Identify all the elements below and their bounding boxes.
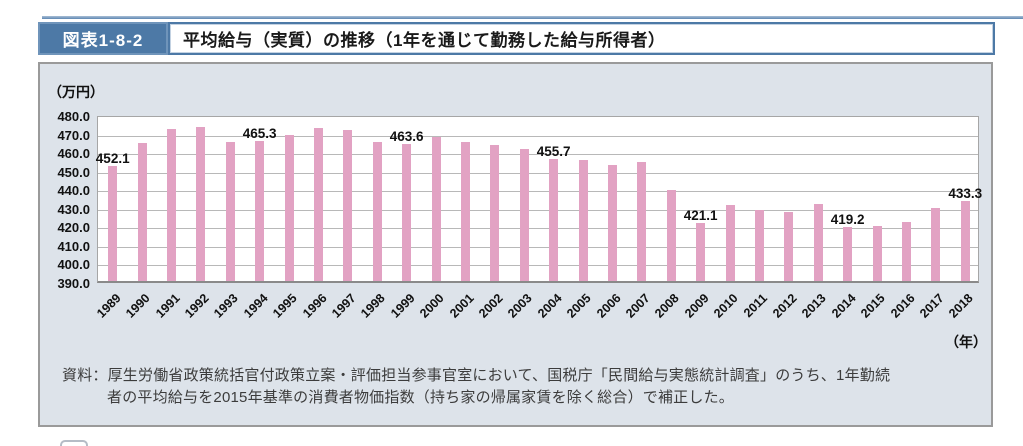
bar-2007 <box>637 162 647 281</box>
gridline <box>98 191 978 193</box>
gridline <box>98 135 978 137</box>
source-note-line-1: 資料：厚生労働省政策統括官付政策立案・評価担当参事官室において、国税庁「民間給与… <box>62 367 891 384</box>
y-axis-unit-label: （万円） <box>48 84 104 100</box>
y-tick-label: 470.0 <box>57 127 90 143</box>
bar-2015 <box>872 225 882 281</box>
bar-1994 <box>255 141 265 281</box>
x-axis-unit-label: （年） <box>945 334 987 350</box>
bar-1992 <box>196 127 206 281</box>
y-tick-label: 460.0 <box>57 146 90 162</box>
bar-2016 <box>902 221 911 281</box>
chart-container: （万円） 452.1 465.3 463.6 455.7 421.1 419.2 433.3… <box>38 62 993 427</box>
gridline <box>98 246 978 248</box>
y-tick-label: 410.0 <box>57 238 90 254</box>
data-label-1999: 463.6 <box>389 129 424 145</box>
x-tick-label-text: 2018 <box>946 291 977 321</box>
figure-number-badge: 図表1-8-2 <box>38 22 168 55</box>
bar-2006 <box>608 165 617 281</box>
bar-1991 <box>167 129 176 281</box>
bar-2003 <box>519 148 529 281</box>
figure-title: 平均給与（実質）の推移（1年を通じて勤務した給与所得者） <box>183 31 666 50</box>
bar-2014 <box>843 226 853 281</box>
y-tick-label: 430.0 <box>57 201 90 217</box>
y-tick-label: 480.0 <box>57 109 90 124</box>
y-tick-label: 440.0 <box>57 183 90 199</box>
gridline <box>98 209 978 211</box>
data-label-2004: 455.7 <box>536 144 571 160</box>
data-label-2014: 419.2 <box>830 211 865 227</box>
plot-area: 452.1 465.3 463.6 455.7 421.1 419.2 433.3 <box>96 116 982 283</box>
bar-2001 <box>461 142 470 281</box>
bar-2004 <box>549 159 559 281</box>
gridline <box>98 154 978 156</box>
bar-1989 <box>108 165 118 281</box>
bar-1997 <box>343 129 353 281</box>
bar-2009 <box>696 223 706 281</box>
bar-2008 <box>666 189 676 281</box>
data-label-2018: 433.3 <box>948 185 983 201</box>
bar-1993 <box>225 142 235 281</box>
bar-2017 <box>931 207 941 281</box>
bar-2018 <box>960 200 970 281</box>
top-divider-rule <box>42 16 1023 19</box>
bar-2005 <box>578 159 588 281</box>
y-tick-label: 420.0 <box>57 220 90 236</box>
bar-1995 <box>284 135 294 281</box>
bar-2013 <box>813 203 823 281</box>
bar-2010 <box>725 205 735 281</box>
gridline <box>98 228 978 230</box>
bar-1990 <box>137 143 147 281</box>
bar-1999 <box>402 144 412 281</box>
x-tick-label-2018: 2018 <box>896 289 977 321</box>
bar-2011 <box>755 209 764 281</box>
bar-2002 <box>490 144 500 281</box>
source-note-line-2: 者の平均給与を2015年基準の消費者物価指数（持ち家の帰属家賃を除く総合）で補正… <box>107 389 734 406</box>
bar-1996 <box>314 128 323 281</box>
data-label-1994: 465.3 <box>242 126 277 142</box>
gridline <box>98 172 978 174</box>
source-note: 資料：厚生労働省政策統括官付政策立案・評価担当参事官室において、国税庁「民間給与… <box>62 365 980 409</box>
bar-2012 <box>784 212 794 281</box>
figure-number: 図表1-8-2 <box>62 31 144 50</box>
y-tick-label: 390.0 <box>57 276 90 291</box>
cutoff-element <box>60 440 88 446</box>
figure-title-box: 平均給与（実質）の推移（1年を通じて勤務した給与所得者） <box>168 22 995 55</box>
bar-2000 <box>431 136 441 281</box>
data-label-2009: 421.1 <box>683 208 718 224</box>
figure-header: 図表1-8-2 平均給与（実質）の推移（1年を通じて勤務した給与所得者） <box>38 22 995 55</box>
gridline <box>98 265 978 267</box>
y-tick-label: 400.0 <box>57 257 90 273</box>
y-tick-label: 450.0 <box>57 164 90 180</box>
bar-1998 <box>372 141 382 281</box>
data-label-1989: 452.1 <box>95 150 130 166</box>
